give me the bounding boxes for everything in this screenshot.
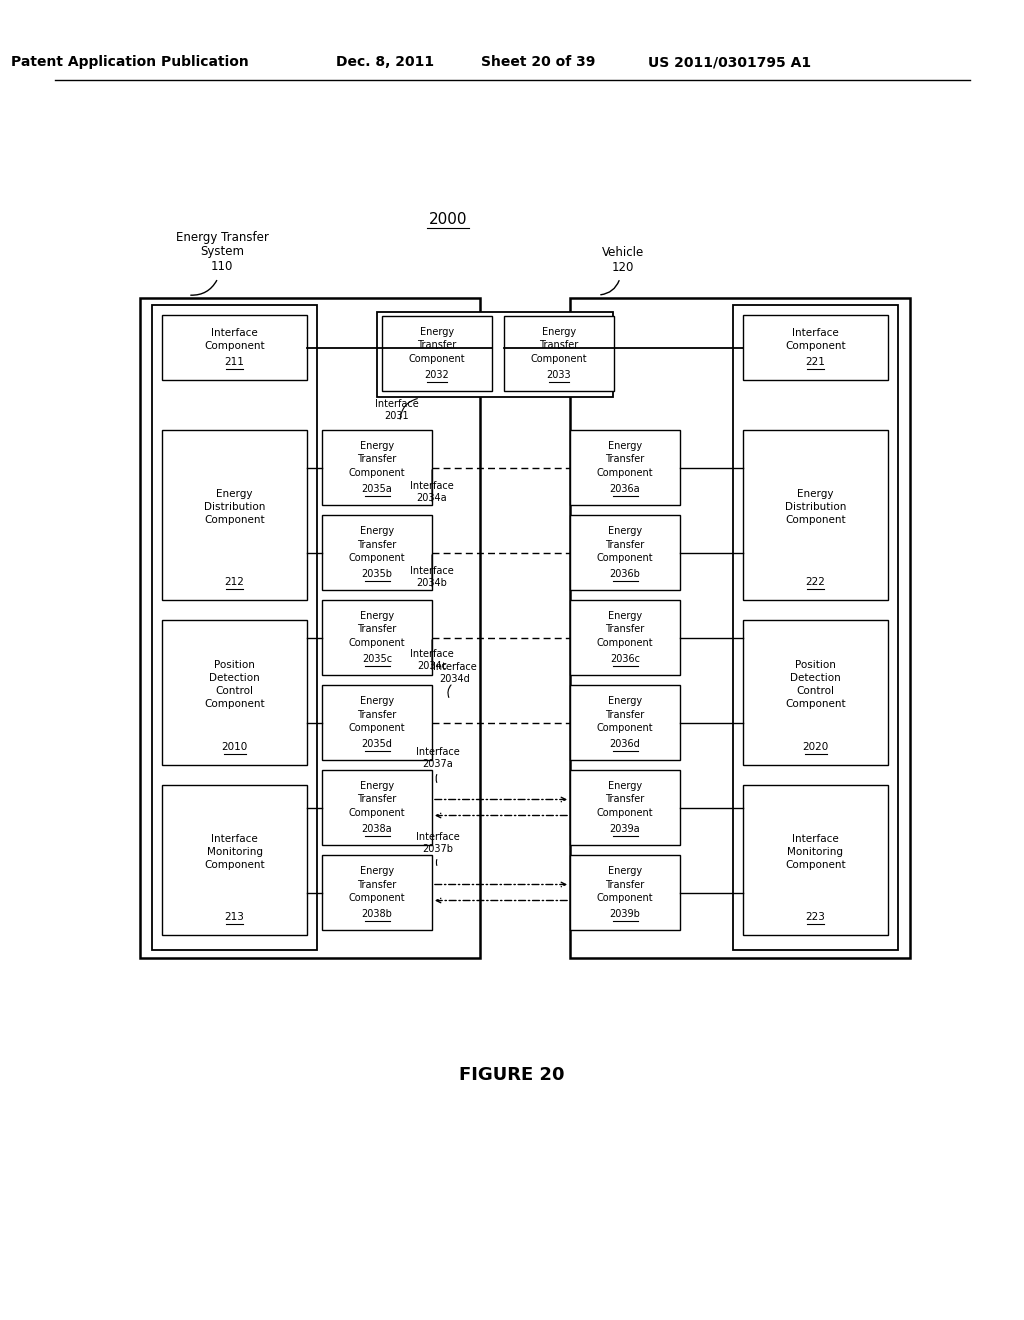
Bar xyxy=(570,855,680,931)
Bar xyxy=(570,298,910,958)
Bar xyxy=(162,430,307,601)
Text: Interface
Monitoring
Component: Interface Monitoring Component xyxy=(785,834,846,870)
Text: Interface
2031: Interface 2031 xyxy=(375,399,419,421)
Text: 2036c: 2036c xyxy=(610,653,640,664)
Text: 213: 213 xyxy=(224,912,245,921)
Bar xyxy=(570,601,680,675)
Text: Dec. 8, 2011: Dec. 8, 2011 xyxy=(336,55,434,69)
Text: US 2011/0301795 A1: US 2011/0301795 A1 xyxy=(648,55,812,69)
Bar xyxy=(743,430,888,601)
Bar xyxy=(322,430,432,506)
Bar xyxy=(377,312,613,397)
Text: Interface
2034d: Interface 2034d xyxy=(433,663,477,684)
Text: Interface
2037a: Interface 2037a xyxy=(416,747,460,768)
Text: Energy
Transfer
Component: Energy Transfer Component xyxy=(349,697,406,733)
Bar xyxy=(162,315,307,380)
Bar xyxy=(162,620,307,766)
Bar xyxy=(504,315,614,391)
Text: 2032: 2032 xyxy=(425,370,450,380)
Bar xyxy=(322,601,432,675)
Text: Energy
Transfer
Component: Energy Transfer Component xyxy=(597,441,653,478)
Bar xyxy=(322,515,432,590)
Text: 222: 222 xyxy=(806,577,825,587)
Text: Energy Transfer
System
110: Energy Transfer System 110 xyxy=(175,231,268,273)
Bar xyxy=(743,785,888,935)
Text: Energy
Transfer
Component: Energy Transfer Component xyxy=(597,527,653,562)
Text: Interface
Monitoring
Component: Interface Monitoring Component xyxy=(204,834,265,870)
Text: 2035d: 2035d xyxy=(361,739,392,748)
Text: Interface
2034b: Interface 2034b xyxy=(411,566,454,587)
Text: Interface
Component: Interface Component xyxy=(785,327,846,351)
Text: 2033: 2033 xyxy=(547,370,571,380)
Bar xyxy=(152,305,317,950)
Text: Energy
Transfer
Component: Energy Transfer Component xyxy=(349,866,406,903)
Text: 2000: 2000 xyxy=(429,213,467,227)
Text: Position
Detection
Control
Component: Position Detection Control Component xyxy=(204,660,265,709)
Text: Energy
Transfer
Component: Energy Transfer Component xyxy=(409,327,465,364)
Text: Energy
Distribution
Component: Energy Distribution Component xyxy=(784,488,846,525)
Text: 2036d: 2036d xyxy=(609,739,640,748)
Text: Patent Application Publication: Patent Application Publication xyxy=(11,55,249,69)
Text: Energy
Transfer
Component: Energy Transfer Component xyxy=(349,611,406,648)
Bar xyxy=(322,770,432,845)
Bar xyxy=(570,430,680,506)
Text: Energy
Transfer
Component: Energy Transfer Component xyxy=(349,441,406,478)
Bar xyxy=(743,620,888,766)
Text: Interface
2034c: Interface 2034c xyxy=(411,649,454,671)
Text: Interface
2034a: Interface 2034a xyxy=(411,482,454,503)
Text: Position
Detection
Control
Component: Position Detection Control Component xyxy=(785,660,846,709)
Bar xyxy=(570,685,680,760)
Text: Energy
Transfer
Component: Energy Transfer Component xyxy=(597,697,653,733)
Bar xyxy=(322,685,432,760)
Text: 2038b: 2038b xyxy=(361,909,392,919)
Text: Sheet 20 of 39: Sheet 20 of 39 xyxy=(481,55,595,69)
Text: 211: 211 xyxy=(224,356,245,367)
Bar xyxy=(382,315,492,391)
Text: Energy
Transfer
Component: Energy Transfer Component xyxy=(597,781,653,817)
Text: Energy
Transfer
Component: Energy Transfer Component xyxy=(349,781,406,817)
Text: Energy
Distribution
Component: Energy Distribution Component xyxy=(204,488,265,525)
Bar xyxy=(570,770,680,845)
Text: 2036b: 2036b xyxy=(609,569,640,579)
Text: 2035a: 2035a xyxy=(361,484,392,494)
Text: Energy
Transfer
Component: Energy Transfer Component xyxy=(530,327,588,364)
Text: Interface
Component: Interface Component xyxy=(204,327,265,351)
Text: FIGURE 20: FIGURE 20 xyxy=(459,1067,565,1084)
Text: 2035c: 2035c xyxy=(361,653,392,664)
Text: 2010: 2010 xyxy=(221,742,248,752)
Text: 2039a: 2039a xyxy=(609,824,640,834)
Text: Vehicle
120: Vehicle 120 xyxy=(602,246,644,275)
Text: 2036a: 2036a xyxy=(609,484,640,494)
Bar xyxy=(743,315,888,380)
Text: 2039b: 2039b xyxy=(609,909,640,919)
Text: 2020: 2020 xyxy=(803,742,828,752)
Bar xyxy=(322,855,432,931)
Text: 212: 212 xyxy=(224,577,245,587)
Bar xyxy=(570,515,680,590)
Text: Energy
Transfer
Component: Energy Transfer Component xyxy=(349,527,406,562)
Text: 2035b: 2035b xyxy=(361,569,392,579)
Text: 221: 221 xyxy=(806,356,825,367)
Text: Interface
2037b: Interface 2037b xyxy=(416,832,460,854)
Text: Energy
Transfer
Component: Energy Transfer Component xyxy=(597,866,653,903)
Bar xyxy=(733,305,898,950)
Text: 2038a: 2038a xyxy=(361,824,392,834)
Text: 223: 223 xyxy=(806,912,825,921)
Bar xyxy=(162,785,307,935)
Bar xyxy=(140,298,480,958)
Text: Energy
Transfer
Component: Energy Transfer Component xyxy=(597,611,653,648)
